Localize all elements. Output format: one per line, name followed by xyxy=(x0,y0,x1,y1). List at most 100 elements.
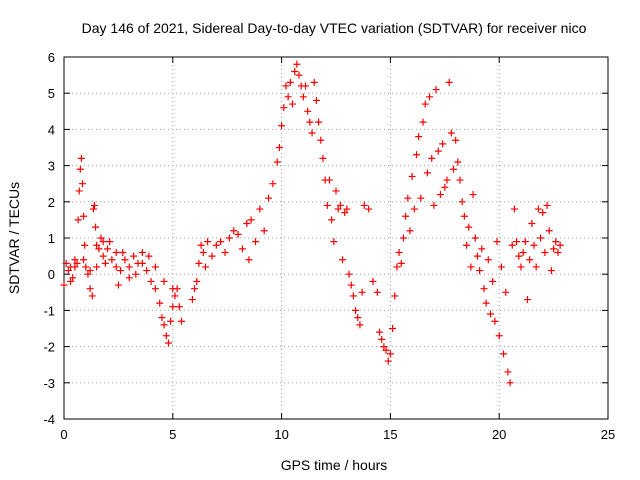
data-point xyxy=(76,165,84,173)
data-point xyxy=(497,263,505,271)
data-point xyxy=(345,270,353,278)
data-point xyxy=(125,274,133,282)
data-point xyxy=(125,263,133,271)
data-point xyxy=(513,238,521,246)
x-tick-label: 10 xyxy=(274,427,288,442)
data-point xyxy=(234,230,242,238)
data-point xyxy=(521,238,529,246)
data-point xyxy=(336,201,344,209)
data-point xyxy=(143,267,151,275)
data-point xyxy=(171,292,179,300)
data-point xyxy=(476,267,484,275)
data-point xyxy=(419,118,427,126)
y-tick-label: 1 xyxy=(48,231,55,246)
data-point xyxy=(421,100,429,108)
data-point xyxy=(354,314,362,322)
data-point xyxy=(169,285,177,293)
data-point xyxy=(132,270,140,278)
data-point xyxy=(393,263,401,271)
data-point xyxy=(343,205,351,213)
data-point xyxy=(434,147,442,155)
data-point xyxy=(410,205,418,213)
data-point xyxy=(130,252,138,260)
data-point xyxy=(230,227,238,235)
data-point xyxy=(458,198,466,206)
data-point xyxy=(315,118,323,126)
data-point xyxy=(404,194,412,202)
data-point xyxy=(260,227,268,235)
y-tick-label: 4 xyxy=(48,122,55,137)
data-point xyxy=(275,144,283,151)
data-point xyxy=(317,136,325,144)
data-point xyxy=(60,281,68,289)
data-point xyxy=(151,263,159,271)
x-tick-label: 5 xyxy=(169,427,176,442)
data-point xyxy=(395,248,403,256)
data-point xyxy=(162,332,170,340)
data-point xyxy=(543,201,551,209)
data-point xyxy=(82,263,90,271)
data-point xyxy=(302,82,310,90)
data-point xyxy=(119,248,127,256)
data-point xyxy=(517,263,525,271)
data-point xyxy=(447,129,455,137)
data-point xyxy=(406,227,414,235)
y-tick-label: 3 xyxy=(48,159,55,174)
data-point xyxy=(328,216,336,224)
grid xyxy=(64,57,608,419)
data-point xyxy=(556,241,564,249)
data-point xyxy=(426,93,434,101)
data-point xyxy=(360,201,368,209)
data-point xyxy=(463,241,471,249)
data-point xyxy=(108,256,116,264)
data-point xyxy=(502,288,510,296)
data-point xyxy=(147,277,155,285)
data-point xyxy=(319,154,327,162)
data-point xyxy=(454,158,462,166)
data-point xyxy=(489,277,497,285)
data-point xyxy=(195,259,203,267)
data-point xyxy=(541,248,549,256)
data-point xyxy=(399,234,407,242)
data-point xyxy=(95,245,103,253)
data-point xyxy=(550,245,558,253)
data-point xyxy=(71,256,79,264)
data-point xyxy=(495,332,503,340)
data-point xyxy=(323,201,331,209)
data-point xyxy=(415,133,423,141)
data-point xyxy=(293,60,301,68)
data-point xyxy=(408,172,416,180)
y-tick-label: -1 xyxy=(43,303,55,318)
data-point xyxy=(467,263,475,271)
data-point xyxy=(530,241,538,249)
data-point xyxy=(325,176,333,184)
data-point xyxy=(515,252,523,260)
data-point xyxy=(92,223,100,231)
data-point xyxy=(243,220,251,228)
data-point xyxy=(199,248,207,256)
data-point xyxy=(500,350,508,358)
data-point xyxy=(471,234,479,242)
data-point xyxy=(373,288,381,296)
data-point xyxy=(443,176,451,184)
data-point xyxy=(365,205,373,213)
data-point xyxy=(493,238,501,246)
x-tick-label: 15 xyxy=(383,427,397,442)
data-point xyxy=(93,263,101,271)
data-point xyxy=(504,368,512,376)
data-point xyxy=(288,100,296,108)
data-point xyxy=(101,259,109,267)
data-point xyxy=(280,104,288,112)
data-point xyxy=(554,248,562,256)
x-tick-label: 25 xyxy=(601,427,615,442)
data-point xyxy=(64,267,72,275)
data-point xyxy=(273,158,281,166)
data-point xyxy=(382,346,390,354)
data-point xyxy=(456,176,464,184)
data-point xyxy=(537,234,545,242)
data-point xyxy=(99,252,107,260)
data-point xyxy=(245,256,253,264)
data-point xyxy=(508,241,516,249)
data-point xyxy=(478,245,486,253)
data-point xyxy=(386,350,394,358)
